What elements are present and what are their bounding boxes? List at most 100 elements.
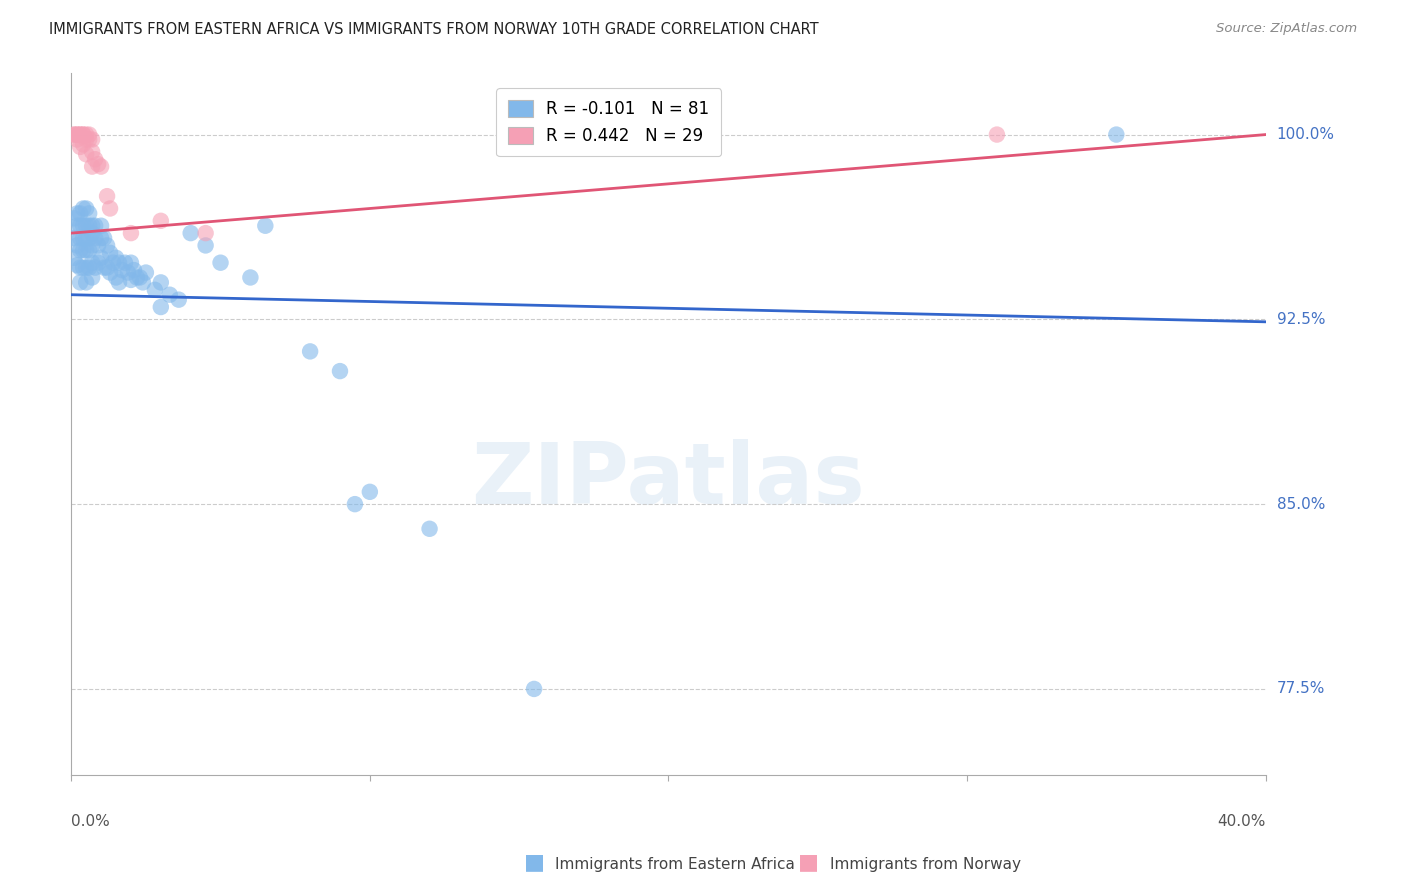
- Point: [149, 276, 172, 290]
- Point: [108, 276, 131, 290]
- Point: [75, 219, 97, 233]
- Text: 85.0%: 85.0%: [1277, 497, 1324, 512]
- Point: [82, 132, 104, 146]
- Point: [69, 231, 91, 245]
- Text: 92.5%: 92.5%: [1277, 312, 1326, 326]
- Point: [66, 206, 89, 220]
- Text: Immigrants from Norway: Immigrants from Norway: [830, 857, 1021, 872]
- Point: [657, 128, 679, 142]
- Point: [72, 219, 94, 233]
- Point: [69, 140, 91, 154]
- Point: [69, 206, 91, 220]
- Point: [66, 132, 89, 146]
- Point: [66, 128, 89, 142]
- Point: [254, 219, 277, 233]
- Point: [105, 270, 128, 285]
- Point: [167, 293, 190, 307]
- Point: [90, 219, 112, 233]
- Text: ■: ■: [524, 853, 544, 872]
- Point: [69, 219, 91, 233]
- Point: [63, 128, 86, 142]
- Point: [120, 226, 142, 240]
- Point: [66, 128, 89, 142]
- Point: [77, 231, 100, 245]
- Legend: R = -0.101   N = 81, R = 0.442   N = 29: R = -0.101 N = 81, R = 0.442 N = 29: [496, 88, 721, 156]
- Point: [96, 260, 118, 275]
- Point: [105, 251, 128, 265]
- Point: [75, 231, 97, 245]
- Point: [77, 219, 100, 233]
- Point: [87, 255, 110, 269]
- Point: [82, 238, 104, 252]
- Point: [98, 266, 121, 280]
- Point: [93, 260, 115, 275]
- Point: [66, 258, 89, 272]
- Point: [72, 128, 94, 142]
- Point: [82, 219, 104, 233]
- Point: [84, 152, 107, 166]
- Point: [159, 287, 181, 301]
- Point: [299, 344, 322, 359]
- Point: [72, 244, 94, 258]
- Point: [82, 160, 104, 174]
- Point: [75, 244, 97, 258]
- Point: [359, 484, 381, 499]
- Point: [180, 226, 202, 240]
- Point: [82, 255, 104, 269]
- Point: [194, 226, 217, 240]
- Point: [77, 128, 100, 142]
- Point: [82, 270, 104, 285]
- Point: [657, 128, 679, 142]
- Point: [125, 270, 148, 285]
- Point: [90, 160, 112, 174]
- Point: [98, 245, 121, 260]
- Point: [1105, 128, 1128, 142]
- Point: [75, 276, 97, 290]
- Point: [239, 270, 262, 285]
- Point: [90, 231, 112, 245]
- Point: [77, 206, 100, 220]
- Point: [143, 283, 166, 297]
- Point: [122, 263, 145, 277]
- Point: [93, 231, 115, 245]
- Point: [84, 260, 107, 275]
- Point: [77, 260, 100, 275]
- Point: [69, 128, 91, 142]
- Point: [69, 244, 91, 258]
- Point: [63, 128, 86, 142]
- Point: [90, 251, 112, 265]
- Point: [523, 681, 546, 696]
- Text: 100.0%: 100.0%: [1277, 127, 1334, 142]
- Point: [117, 266, 139, 280]
- Point: [77, 132, 100, 146]
- Point: [98, 202, 121, 216]
- Point: [82, 226, 104, 240]
- Point: [82, 145, 104, 159]
- Text: ■: ■: [799, 853, 818, 872]
- Point: [72, 260, 94, 275]
- Point: [149, 214, 172, 228]
- Point: [129, 270, 152, 285]
- Text: ZIPatlas: ZIPatlas: [471, 439, 865, 522]
- Text: Immigrants from Eastern Africa: Immigrants from Eastern Africa: [555, 857, 796, 872]
- Text: 0.0%: 0.0%: [72, 814, 110, 829]
- Point: [63, 231, 86, 245]
- Point: [343, 497, 366, 511]
- Point: [77, 244, 100, 258]
- Point: [986, 128, 1008, 142]
- Point: [75, 260, 97, 275]
- Point: [66, 219, 89, 233]
- Point: [132, 276, 155, 290]
- Point: [108, 255, 131, 269]
- Point: [209, 255, 232, 269]
- Point: [96, 189, 118, 203]
- Point: [120, 255, 142, 269]
- Text: IMMIGRANTS FROM EASTERN AFRICA VS IMMIGRANTS FROM NORWAY 10TH GRADE CORRELATION : IMMIGRANTS FROM EASTERN AFRICA VS IMMIGR…: [49, 22, 818, 37]
- Point: [63, 251, 86, 265]
- Point: [69, 276, 91, 290]
- Point: [63, 211, 86, 226]
- Point: [75, 128, 97, 142]
- Point: [135, 266, 157, 280]
- Point: [69, 128, 91, 142]
- Point: [96, 238, 118, 252]
